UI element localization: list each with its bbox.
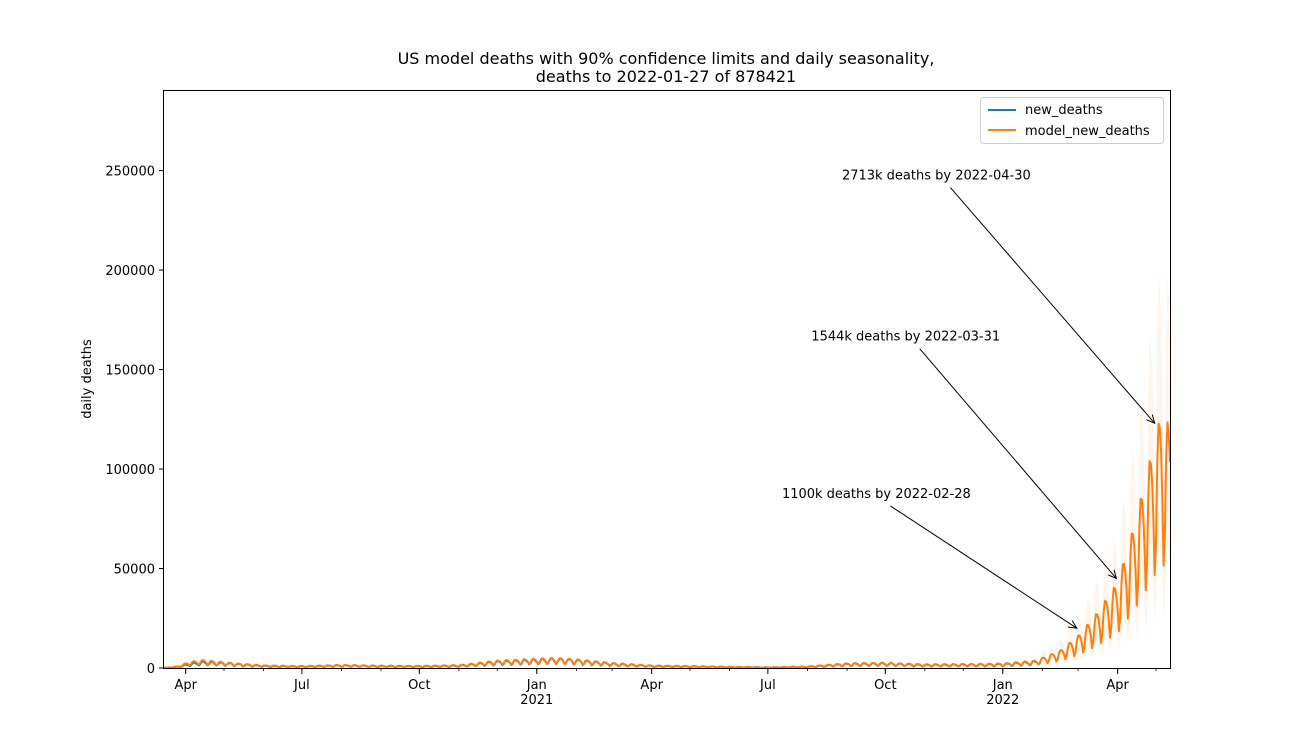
annotation-text: 1544k deaths by 2022-03-31 (811, 330, 1000, 345)
annotation-arrowhead (1067, 620, 1078, 629)
x-tick-label: Oct (408, 678, 430, 693)
annotation-text: 2713k deaths by 2022-04-30 (842, 169, 1031, 184)
x-tick-label: Jul (293, 678, 310, 693)
x-tick-label: Jul (759, 678, 776, 693)
y-axis: 0 50000 100000 150000 200000 250000 (105, 165, 164, 677)
plot-area: 1100k deaths by 2022-02-28 1544k deaths b… (163, 90, 1171, 669)
x-tick-label: Oct (874, 678, 896, 693)
y-tick-label: 50000 (114, 563, 155, 578)
legend-label-new-deaths: new_deaths (1025, 103, 1103, 118)
plot-frame (163, 90, 1171, 669)
y-tick-label: 0 (147, 662, 155, 677)
annotation-arrow (949, 187, 1156, 424)
x-tick-year-label: 2021 (520, 693, 553, 708)
chart-title-line-2: deaths to 2022-01-27 of 878421 (536, 67, 796, 86)
x-tick-label: Apr (640, 678, 663, 693)
x-tick-label: Apr (174, 678, 197, 693)
series-line-model-new-deaths (163, 421, 1171, 669)
annotation-text: 1100k deaths by 2022-02-28 (782, 487, 971, 502)
x-tick-label: Jan (992, 678, 1013, 693)
x-tick-label: Jan (526, 678, 547, 693)
confidence-band (1037, 275, 1170, 667)
legend-box (980, 97, 1164, 144)
x-tick-label: Apr (1106, 678, 1129, 693)
legend: new_deaths model_new_deaths (980, 97, 1164, 144)
y-tick-label: 100000 (105, 463, 155, 478)
x-tick-year-label: 2022 (986, 693, 1019, 708)
annotation-arrow (890, 505, 1078, 629)
y-tick-label: 200000 (105, 264, 155, 279)
annotation-arrowhead (1146, 414, 1156, 425)
annotation-arrowhead (1107, 569, 1118, 580)
annotation-arrow (919, 348, 1117, 579)
legend-label-model-new-deaths: model_new_deaths (1025, 124, 1150, 139)
y-tick-label: 250000 (105, 165, 155, 180)
y-tick-label: 150000 (105, 364, 155, 379)
y-axis-label: daily deaths (80, 339, 95, 419)
chart-title-line-1: US model deaths with 90% confidence limi… (398, 49, 935, 68)
